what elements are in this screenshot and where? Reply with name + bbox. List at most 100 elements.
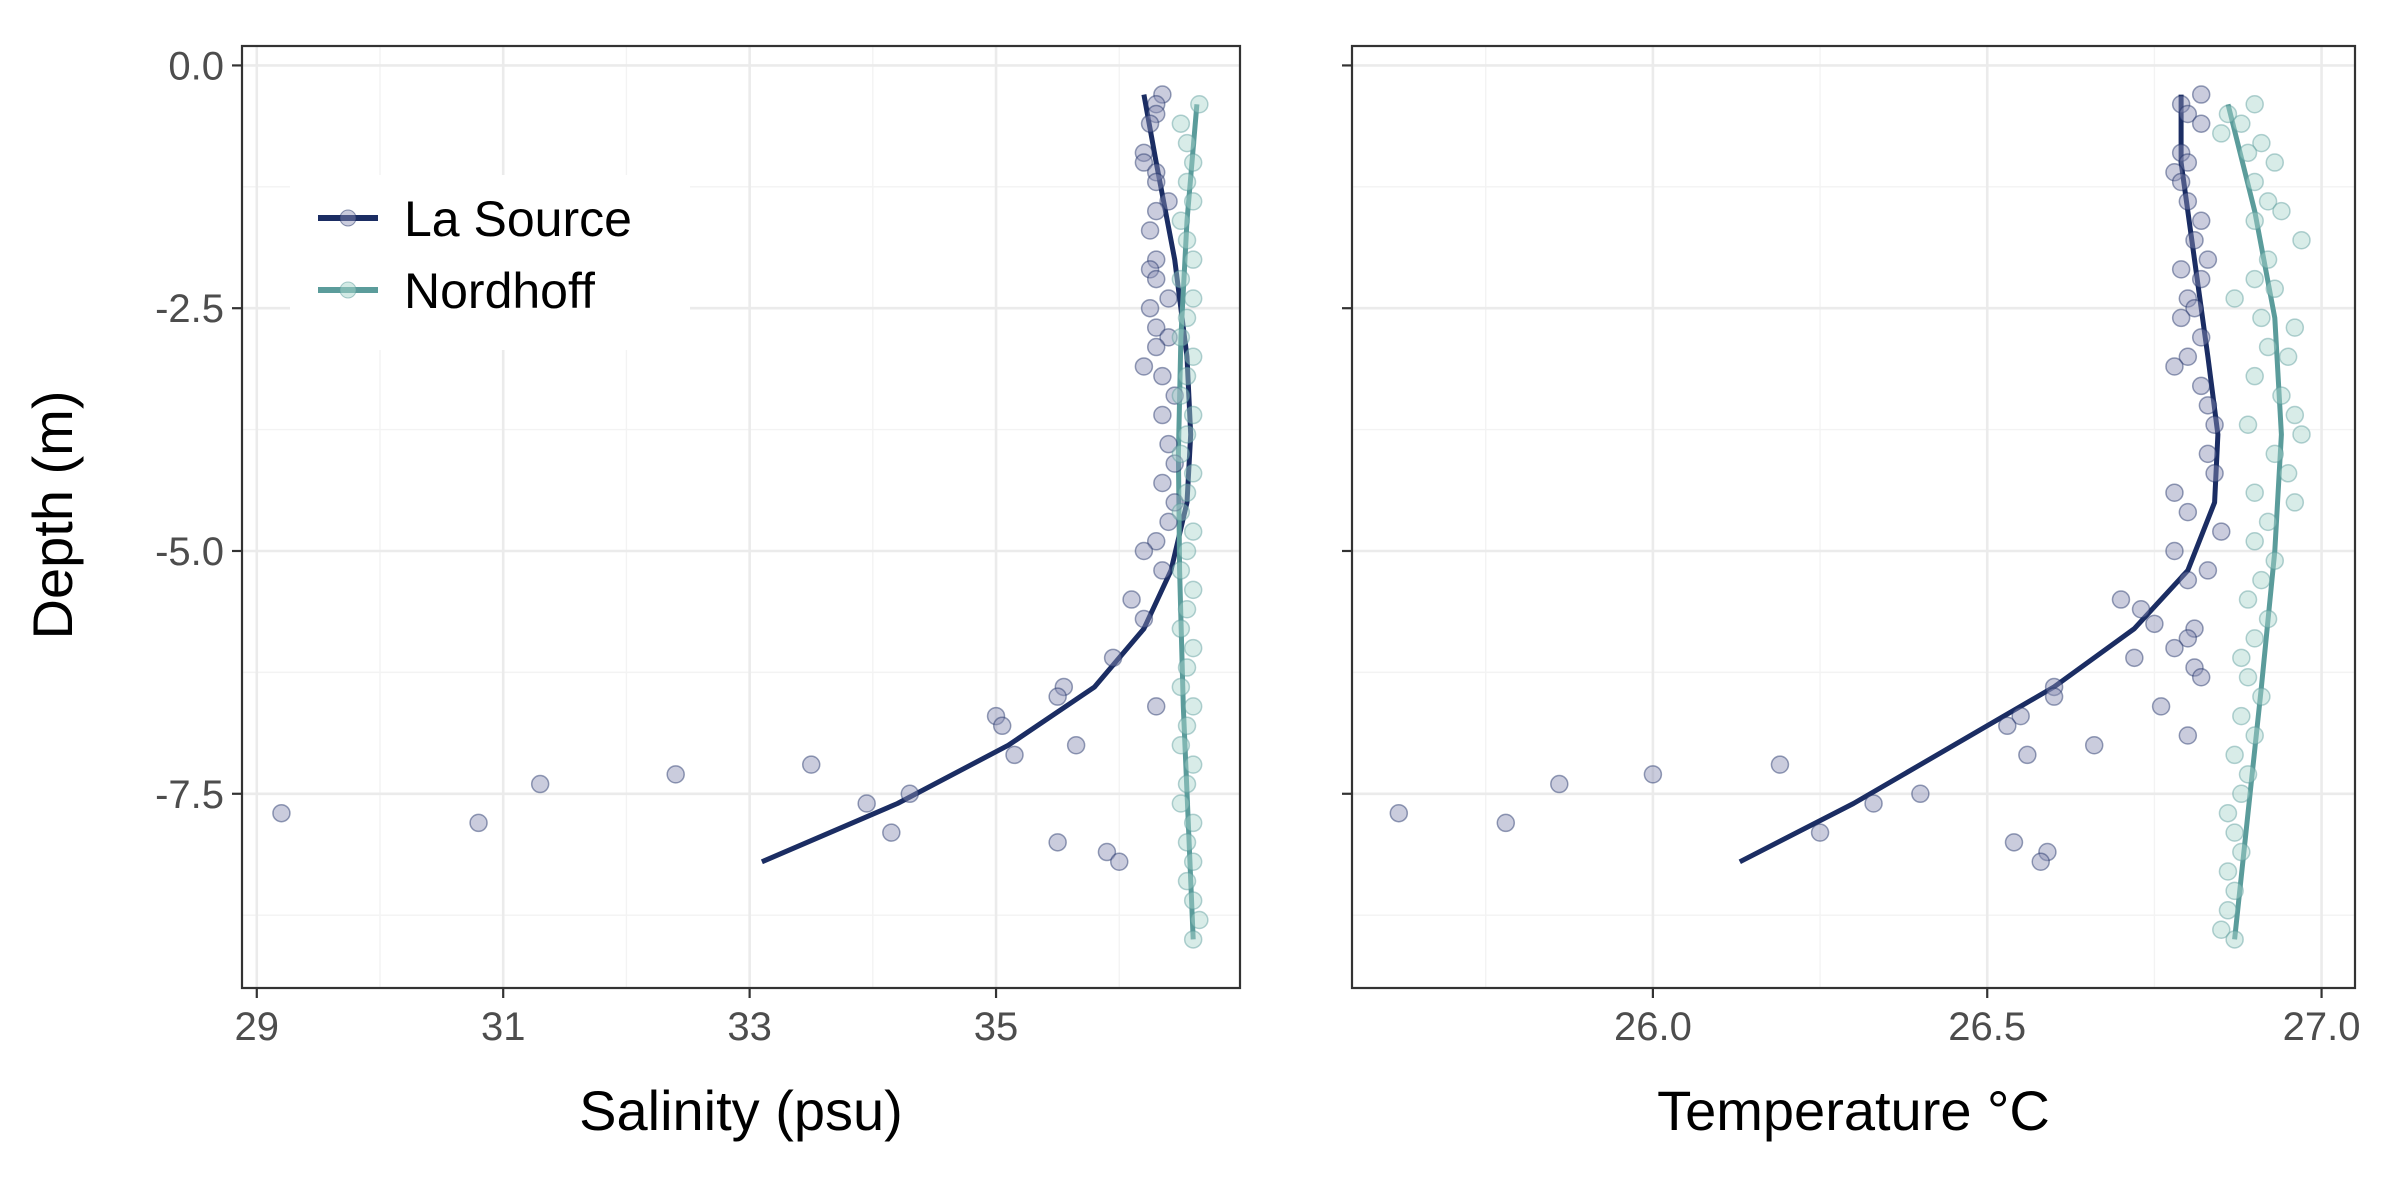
temperature-point-la-source — [2191, 328, 2211, 347]
temperature-y-ticks — [1342, 64, 1352, 795]
temperature-point-la-source — [2031, 852, 2050, 872]
temperature-point-la-source — [2044, 687, 2064, 706]
salinity-point-la-source — [1140, 114, 1160, 133]
temperature-fit-lines — [1738, 94, 2284, 940]
temperature-point-la-source — [2178, 289, 2198, 308]
salinity-point-la-source — [900, 784, 920, 804]
temperature-point-la-source — [2145, 614, 2164, 634]
salinity-point-nordhoff — [1171, 269, 1191, 289]
temperature-point-nordhoff — [2218, 104, 2238, 124]
salinity-point-la-source — [986, 706, 1006, 726]
temperature-point-nordhoff — [2245, 211, 2264, 231]
temperature-point-nordhoff — [2245, 172, 2264, 192]
salinity-point-la-source — [1054, 677, 1074, 697]
salinity-point-la-source — [1165, 386, 1184, 405]
temperature-point-la-source — [2044, 677, 2064, 697]
salinity-point-la-source — [1146, 162, 1166, 182]
temperature-point-la-source — [1770, 755, 1790, 774]
temperature-point-la-source — [2185, 619, 2204, 638]
salinity-point-nordhoff — [1171, 619, 1191, 638]
temperature-point-nordhoff — [2265, 153, 2285, 172]
temperature-point-nordhoff — [2292, 425, 2311, 444]
salinity-point-nordhoff — [1171, 502, 1191, 522]
salinity-point-la-source — [1146, 250, 1166, 269]
temperature-point-la-source — [2171, 143, 2191, 163]
temperature-point-nordhoff — [2212, 920, 2231, 939]
legend-key-nordhoff-point — [339, 281, 357, 299]
salinity-fit-lines — [760, 94, 1200, 940]
temperature-point-la-source — [2011, 706, 2030, 726]
salinity-fit-line-nordhoff — [1175, 104, 1200, 940]
salinity-point-la-source — [1153, 85, 1172, 104]
salinity-x-axis-title: Salinity (psu) — [579, 1079, 903, 1142]
salinity-x-tick-label: 31 — [481, 1005, 526, 1049]
salinity-point-la-source — [1146, 95, 1166, 114]
temperature-point-la-source — [2165, 483, 2184, 502]
temperature-point-la-source — [2125, 648, 2144, 668]
legend-label-la-source: La Source — [404, 191, 632, 247]
salinity-point-la-source — [1134, 357, 1154, 376]
salinity-point-nordhoff — [1171, 386, 1191, 405]
salinity-point-nordhoff — [1183, 153, 1203, 172]
temperature-point-nordhoff — [2238, 143, 2258, 163]
temperature-point-nordhoff — [2218, 803, 2238, 823]
temperature-point-nordhoff — [2265, 444, 2285, 464]
salinity-panel-border — [240, 44, 1242, 990]
salinity-point-la-source — [1110, 852, 1129, 872]
temperature-point-nordhoff — [2238, 590, 2258, 609]
temperature-point-nordhoff — [2285, 318, 2305, 337]
temperature-point-la-source — [2084, 735, 2104, 755]
temperature-fit-line-la-source — [1738, 94, 2221, 865]
temperature-point-la-source — [2171, 308, 2191, 328]
salinity-point-la-source — [1159, 192, 1178, 211]
temperature-gridlines — [1352, 46, 2355, 988]
salinity-point-nordhoff — [1171, 328, 1191, 347]
salinity-point-la-source — [1165, 454, 1184, 473]
salinity-point-nordhoff — [1183, 464, 1203, 483]
temperature-point-nordhoff — [2232, 784, 2251, 804]
salinity-point-la-source — [1159, 434, 1178, 454]
temperature-point-nordhoff — [2245, 629, 2264, 648]
salinity-point-nordhoff — [1183, 347, 1203, 367]
salinity-point-nordhoff — [1171, 444, 1191, 464]
temperature-point-nordhoff — [2225, 930, 2244, 949]
temperature-point-la-source — [2191, 114, 2211, 133]
temperature-points — [1389, 85, 2311, 949]
y-tick-label: -2.5 — [155, 287, 224, 331]
legend: La Source Nordhoff — [290, 175, 690, 350]
temperature-point-nordhoff — [2212, 124, 2231, 143]
temperature-point-la-source — [2178, 502, 2198, 522]
temperature-point-nordhoff — [2252, 687, 2271, 706]
salinity-point-nordhoff — [1183, 891, 1203, 910]
temperature-point-la-source — [2165, 638, 2184, 658]
salinity-point-nordhoff — [1177, 425, 1197, 444]
salinity-point-la-source — [1122, 590, 1141, 609]
temperature-point-nordhoff — [2265, 279, 2285, 299]
temperature-point-la-source — [2178, 104, 2198, 124]
salinity-point-nordhoff — [1183, 522, 1203, 541]
salinity-point-nordhoff — [1183, 289, 1203, 308]
temperature-point-la-source — [2165, 162, 2184, 182]
temperature-point-la-source — [2191, 211, 2211, 231]
salinity-point-nordhoff — [1183, 192, 1203, 211]
temperature-point-la-source — [2111, 590, 2131, 609]
temperature-point-nordhoff — [2252, 570, 2271, 590]
salinity-point-la-source — [1146, 172, 1166, 192]
temperature-point-nordhoff — [2238, 667, 2258, 687]
temperature-point-la-source — [2198, 250, 2218, 269]
salinity-point-nordhoff — [1171, 677, 1191, 697]
salinity-point-la-source — [1048, 833, 1067, 852]
salinity-point-la-source — [1134, 609, 1154, 629]
salinity-point-nordhoff — [1177, 600, 1197, 619]
salinity-x-tick-label: 35 — [974, 1005, 1019, 1049]
salinity-panel: La Source Nordhoff 0.0 -2.5 -5.0 -7.5 29 31 3… — [155, 44, 1242, 1142]
salinity-point-nordhoff — [1183, 813, 1203, 833]
salinity-point-nordhoff — [1183, 755, 1203, 774]
temperature-point-la-source — [2178, 153, 2198, 172]
temperature-point-la-source — [2191, 667, 2211, 687]
salinity-point-nordhoff — [1171, 114, 1191, 133]
temperature-x-tick-label: 26.5 — [1948, 1005, 2026, 1049]
temperature-point-nordhoff — [2232, 706, 2251, 726]
temperature-point-nordhoff — [2278, 464, 2298, 483]
